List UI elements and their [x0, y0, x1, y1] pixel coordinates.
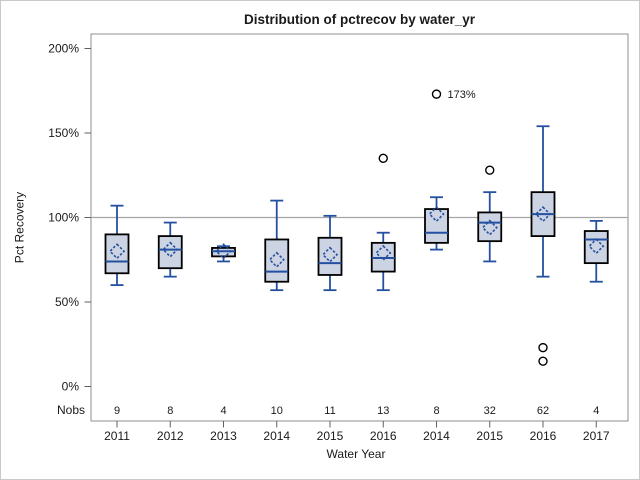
mean-diamond	[428, 205, 445, 223]
mean-diamond	[375, 244, 392, 262]
box-2015-4	[317, 236, 343, 276]
nobs-value: 11	[324, 405, 335, 417]
nobs-value: 8	[433, 405, 439, 417]
box-2011-0	[104, 233, 130, 275]
x-tick-label: 2016	[370, 429, 397, 443]
mean-diamond	[162, 241, 179, 258]
plot-frame	[90, 33, 629, 422]
y-tick-label: 150%	[48, 126, 79, 140]
nobs-value: 62	[537, 405, 549, 417]
nobs-value: 32	[484, 405, 496, 417]
outlier-point	[431, 89, 442, 99]
y-tick-label: 50%	[55, 295, 79, 309]
box-2015-7	[477, 211, 503, 243]
nobs-value: 4	[220, 405, 226, 417]
x-tick-label: 2011	[104, 429, 130, 443]
nobs-row-label: Nobs	[56, 403, 85, 417]
box-2014-6	[424, 208, 449, 244]
x-tick-label: 2014	[263, 429, 290, 443]
y-tick-label: 200%	[48, 42, 79, 56]
chart-title: Distribution of pctrecov by water_yr	[243, 12, 476, 27]
box-2014-3	[264, 238, 290, 283]
x-axis-title: Water Year	[326, 447, 386, 461]
mean-diamond	[588, 238, 605, 255]
mean-diamond	[268, 251, 285, 268]
outlier-point	[485, 165, 495, 175]
box-2012-1	[157, 235, 183, 270]
nobs-value: 10	[271, 405, 283, 417]
outlier-label: 173%	[448, 89, 476, 101]
outlier-point	[378, 153, 388, 164]
x-tick-label: 2014	[423, 429, 450, 443]
mean-diamond	[481, 219, 498, 236]
nobs-value: 9	[114, 405, 120, 417]
outlier-point	[538, 342, 548, 353]
nobs-value: 8	[167, 405, 173, 417]
x-tick-label: 2017	[583, 429, 610, 443]
x-tick-label: 2015	[476, 429, 503, 443]
nobs-value: 13	[377, 405, 389, 417]
y-tick-label: 0%	[62, 380, 80, 394]
x-tick-label: 2013	[210, 429, 237, 443]
box-2017-9	[583, 230, 609, 265]
outlier-point	[538, 356, 548, 366]
y-tick-label: 100%	[48, 211, 79, 225]
mean-diamond	[534, 205, 552, 223]
mean-diamond	[215, 243, 232, 260]
x-tick-label: 2016	[530, 429, 557, 443]
mean-diamond	[321, 246, 339, 263]
x-tick-label: 2015	[317, 429, 344, 443]
mean-diamond	[108, 243, 126, 260]
x-tick-label: 2012	[157, 429, 184, 443]
nobs-value: 4	[593, 405, 599, 417]
